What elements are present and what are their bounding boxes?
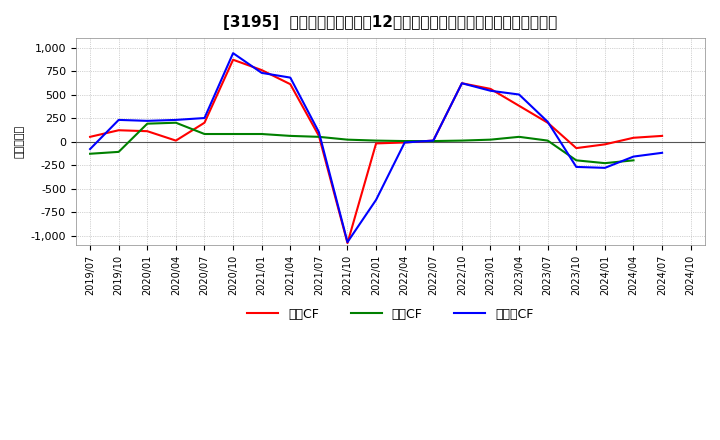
フリーCF	[143, 118, 152, 124]
フリーCF	[200, 115, 209, 121]
フリーCF	[257, 70, 266, 76]
投資CF	[315, 134, 323, 139]
投資CF	[114, 149, 123, 154]
投資CF	[544, 138, 552, 143]
フリーCF	[171, 117, 180, 123]
フリーCF	[629, 154, 638, 159]
投資CF	[257, 132, 266, 137]
投資CF	[600, 161, 609, 166]
フリーCF	[114, 117, 123, 123]
営業CF	[171, 138, 180, 143]
営業CF	[400, 140, 409, 145]
フリーCF	[229, 51, 238, 56]
投資CF	[286, 133, 294, 139]
営業CF	[343, 240, 352, 246]
営業CF	[572, 146, 580, 151]
フリーCF	[572, 164, 580, 169]
フリーCF	[400, 140, 409, 145]
投資CF	[200, 132, 209, 137]
投資CF	[458, 138, 467, 143]
営業CF	[629, 135, 638, 140]
投資CF	[400, 139, 409, 144]
営業CF	[429, 138, 438, 143]
営業CF	[600, 142, 609, 147]
フリーCF	[600, 165, 609, 170]
営業CF	[515, 103, 523, 108]
Line: 営業CF: 営業CF	[90, 60, 662, 243]
投資CF	[572, 158, 580, 163]
営業CF	[544, 120, 552, 125]
投資CF	[372, 138, 380, 143]
営業CF	[372, 141, 380, 146]
投資CF	[486, 137, 495, 142]
フリーCF	[658, 150, 667, 155]
フリーCF	[486, 88, 495, 93]
投資CF	[629, 158, 638, 163]
フリーCF	[343, 239, 352, 245]
フリーCF	[429, 138, 438, 143]
営業CF	[257, 67, 266, 73]
フリーCF	[515, 92, 523, 97]
営業CF	[114, 128, 123, 133]
営業CF	[200, 120, 209, 125]
Line: フリーCF: フリーCF	[90, 53, 662, 242]
Y-axis label: （百万円）: （百万円）	[15, 125, 25, 158]
営業CF	[229, 57, 238, 62]
フリーCF	[86, 147, 94, 152]
フリーCF	[315, 129, 323, 135]
フリーCF	[286, 75, 294, 80]
営業CF	[315, 133, 323, 139]
投資CF	[429, 139, 438, 144]
営業CF	[86, 134, 94, 139]
フリーCF	[544, 119, 552, 125]
Title: [3195]  キャッシュフローの12か月移動合計の対前年同期増減額の推移: [3195] キャッシュフローの12か月移動合計の対前年同期増減額の推移	[223, 15, 557, 30]
投資CF	[86, 151, 94, 156]
投資CF	[143, 121, 152, 126]
投資CF	[171, 120, 180, 125]
営業CF	[486, 86, 495, 92]
Legend: 営業CF, 投資CF, フリーCF: 営業CF, 投資CF, フリーCF	[242, 303, 539, 326]
フリーCF	[458, 81, 467, 86]
営業CF	[458, 81, 467, 86]
投資CF	[229, 132, 238, 137]
Line: 投資CF: 投資CF	[90, 123, 634, 163]
投資CF	[343, 137, 352, 142]
営業CF	[658, 133, 667, 139]
営業CF	[143, 128, 152, 134]
投資CF	[515, 134, 523, 139]
営業CF	[286, 81, 294, 87]
フリーCF	[372, 197, 380, 202]
